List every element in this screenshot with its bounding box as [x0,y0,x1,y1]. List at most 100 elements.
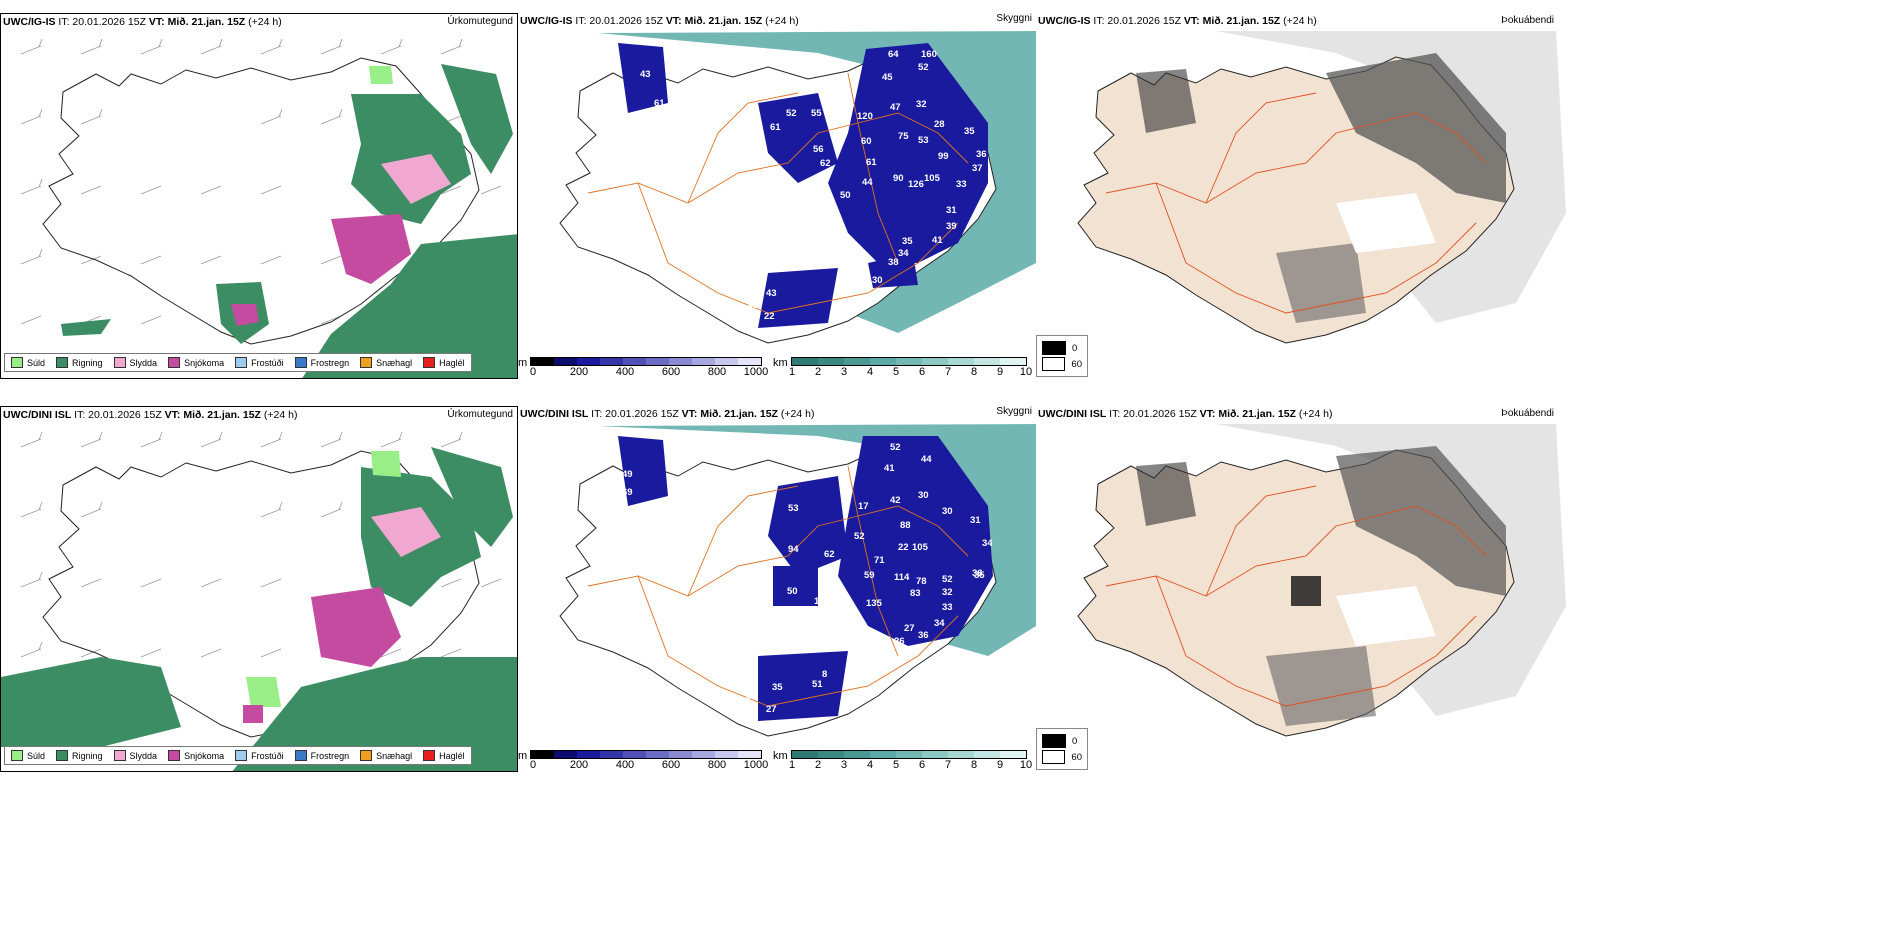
wind-barbs [20,38,502,325]
cloud-base-label: 35 [964,126,975,137]
cloud-base-label: 22 [764,311,775,322]
cloud-base-label: 59 [864,570,875,581]
cloud-base-colorbar: m 0 200 400 600 800 1000 [518,357,768,378]
cloud-base-label: 35 [772,682,783,693]
cloud-base-label: 17 [858,501,869,512]
fog-legend: 0 60 [1036,335,1088,377]
tick: 800 [707,759,727,771]
fog-panel-top: UWC/IG-IS IT: 20.01.2026 15Z VT: Mið. 21… [1036,13,1900,379]
panel-title: Úrkomutegund [447,16,513,27]
precip-areas [61,64,517,378]
fog-shading [1136,446,1506,726]
tick: 200 [569,759,589,771]
panel-header: UWC/DINI ISL IT: 20.01.2026 15Z VT: Mið.… [3,409,298,421]
tick: 8 [970,759,978,771]
panel-header: UWC/DINI ISL IT: 20.01.2026 15Z VT: Mið.… [520,408,815,420]
visibility-colorbar: km 1 2 3 4 5 6 7 8 9 10 [773,750,1033,771]
cloud-base-unit: m [518,750,528,762]
cloud-base-label: 52 [942,574,953,585]
cloud-base-label: 64 [838,285,849,296]
tick: 600 [661,759,681,771]
cloud-base-label: 61 [654,98,665,109]
cloud-base-label: 36 [972,568,983,579]
cloud-base-label: 107 [586,498,602,509]
swatch [1042,357,1066,371]
tick: 3 [840,759,848,771]
low-cloud-areas [618,43,988,328]
cloud-base-label: 30 [942,506,953,517]
swatch [168,357,181,368]
tick: 200 [569,366,589,378]
tick: 1000 [743,759,769,771]
precip-legend: Súld Rigning Slydda Snjókoma Frostúði Fr… [4,746,472,765]
cloud-base-label: 43 [748,300,759,311]
panel-header: UWC/IG-IS IT: 20.01.2026 15Z VT: Mið. 21… [520,15,799,27]
visibility-panel-top: 64 160 52 43 45 47 32 61 52 55 88 120 61… [518,13,1036,379]
tick: 7 [944,366,952,378]
cloud-base-label: 51 [812,679,823,690]
cloud-base-label: 53 [918,135,929,146]
cloud-base-label: 27 [766,704,777,715]
cloud-base-label: 36 [976,149,987,160]
cloud-base-label: 8 [822,669,827,680]
cloud-base-label: 52 [786,108,797,119]
tick: 7 [944,759,952,771]
tick: 0 [529,759,537,771]
cloud-base-label: 47 [890,102,901,113]
cloud-base-label: 62 [824,549,835,560]
cloud-base-label: 45 [882,72,893,83]
cloud-base-labels: 52 44 41 49 69 30 42 107 53 17 88 30 31 … [586,442,993,715]
visibility-unit: km [773,750,788,762]
cloud-base-label: 83 [910,588,921,599]
swatch [294,357,307,368]
panel-header: UWC/IG-IS IT: 20.01.2026 15Z VT: Mið. 21… [3,16,282,28]
cloud-base-label: 50 [746,691,757,702]
cloud-base-label: 135 [866,598,883,609]
legend-sleet: Slydda [113,357,157,368]
tick: 4 [866,366,874,378]
roads [1105,92,1487,314]
cloud-base-colorbar: m 0 200 400 600 800 1000 [518,750,768,771]
legend-drizzle: Súld [11,357,45,368]
cloud-base-label: 50 [840,190,851,201]
cloud-base-label: 61 [866,157,877,168]
cloud-base-label: 78 [916,576,927,587]
swatch [113,750,126,761]
fog-shading [1136,53,1506,323]
cloud-base-label: 30 [918,490,929,501]
precip-areas [1,447,517,771]
cloud-base-label: 52 [890,442,901,453]
sea-visibility [598,424,1036,656]
cloud-base-label: 39 [946,221,957,232]
visibility-scale [790,750,1027,759]
legend-freezing-rain: Frostregn [294,750,349,761]
cloud-base-label: 36 [918,630,929,641]
cloud-base-label: 38 [888,257,899,268]
cloud-base-label: 135 [832,608,849,619]
cloud-base-label: 289 [803,185,819,196]
tick: 5 [892,366,900,378]
cloud-base-label: 105 [924,173,941,184]
cloud-base-label: 125 [814,596,831,607]
fog-panel-bottom: UWC/DINI ISL IT: 20.01.2026 15Z VT: Mið.… [1036,406,1900,772]
panel-title: Úrkomutegund [447,409,513,420]
cloud-base-label: 64 [888,49,899,60]
fog-legend-min: 0 [1042,341,1082,355]
tick: 10 [1019,759,1033,771]
cloud-base-label: 30 [872,275,883,286]
swatch [235,750,248,761]
cloud-base-label: 56 [813,144,824,155]
cloud-base-label: 88 [900,520,911,531]
tick: 2 [814,759,822,771]
precip-type-panel-bottom: UWC/DINI ISL IT: 20.01.2026 15Z VT: Mið.… [0,406,518,772]
cloud-base-label: 44 [862,177,873,188]
cloud-base-label: 43 [640,69,651,80]
swatch [11,750,23,761]
iceland-coastline [42,57,480,345]
cloud-base-label: 126 [908,179,924,190]
tick: 600 [661,366,681,378]
cloud-base-label: 50 [787,586,798,597]
swatch [11,357,23,368]
cloud-base-label: 35 [974,570,985,581]
cloud-base-label: 33 [942,602,953,613]
